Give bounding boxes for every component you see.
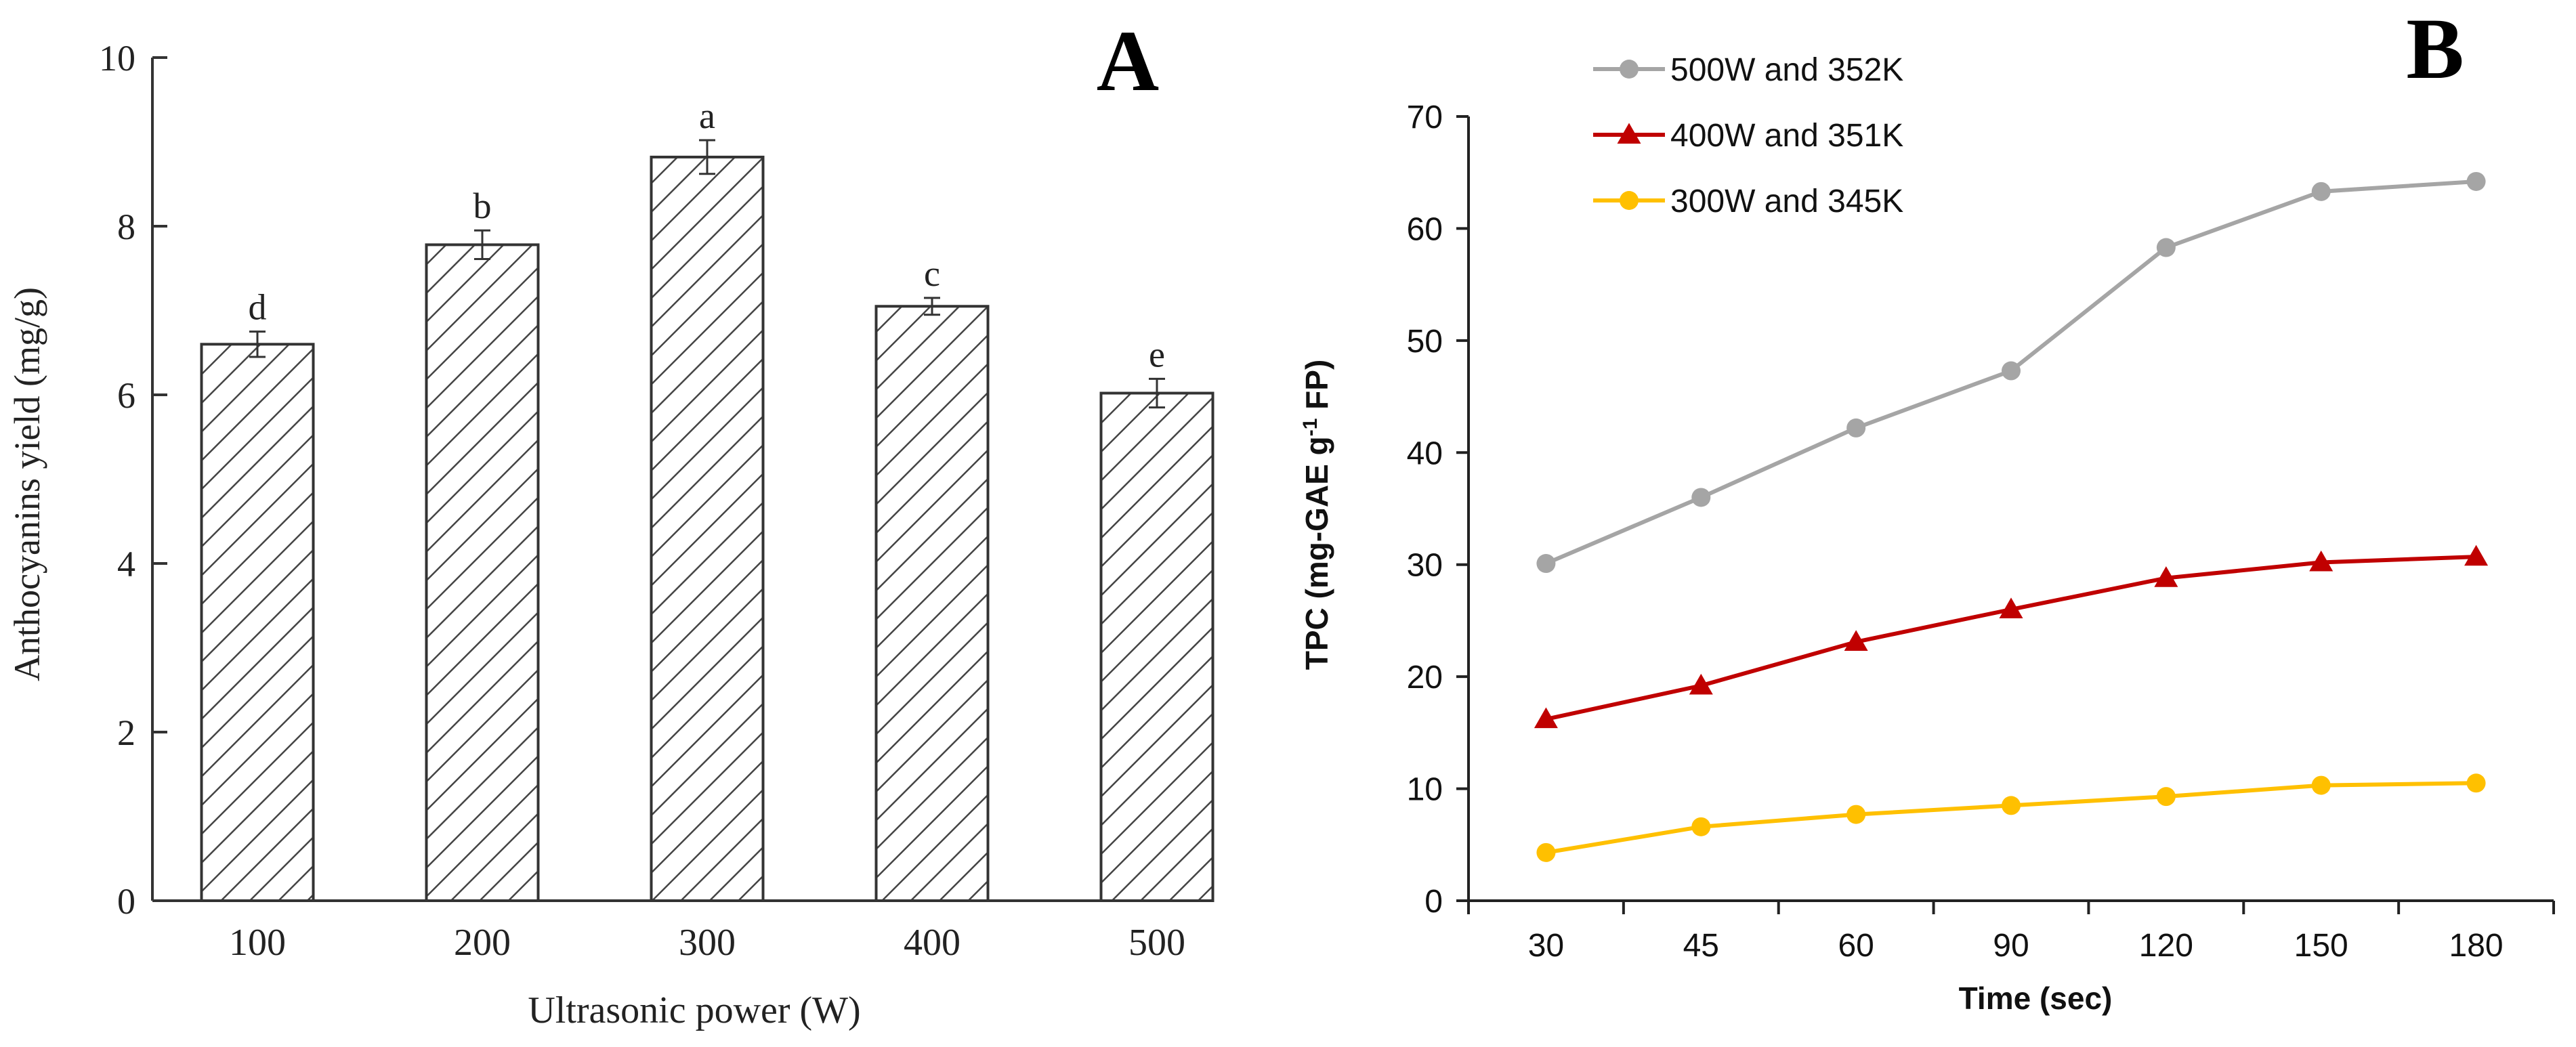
panel-b-data-point (1620, 60, 1639, 79)
panel-a-y-tick-label: 8 (117, 207, 135, 247)
panel-a-x-tick-label: 100 (229, 922, 286, 964)
panel-b-x-tick-label: 150 (2294, 928, 2348, 964)
panel-a-bar (650, 155, 765, 902)
panel-a-bars: d b a c e (200, 95, 1215, 902)
panel-b-series-line (1545, 555, 2476, 721)
panel-b-y-tick-label: 40 (1407, 435, 1443, 471)
panel-b-series (1534, 171, 2489, 862)
panel-a-y-tick-label: 4 (117, 544, 135, 584)
panel-b-x-tick-label: 120 (2139, 928, 2193, 964)
panel-a-letter: A (1097, 13, 1159, 109)
panel-b-x-tick-label: 180 (2449, 928, 2504, 964)
panel-b-data-point (1689, 673, 1713, 695)
panel-b-y-tick-label: 0 (1424, 884, 1443, 920)
panel-b-data-point (1534, 707, 1558, 729)
panel-b-axes: 0 10 20 30 40 50 60 70 30 45 60 90 120 150 180 (1407, 100, 2555, 964)
panel-b-y-tick-label: 50 (1407, 324, 1443, 360)
panel-b-data-point (2466, 171, 2486, 191)
panel-b-data-point (1617, 123, 1641, 144)
panel-b-data-point (2156, 787, 2176, 807)
panel-b-legend-label: 300W and 345K (1670, 184, 1903, 219)
panel-a-bar (874, 305, 990, 902)
panel-a-significance-letter: e (1149, 334, 1165, 375)
panel-a-y-tick-label: 0 (117, 881, 135, 922)
panel-a-significance-letter: a (699, 95, 715, 136)
panel-a-x-tick-label: 500 (1128, 922, 1185, 964)
panel-b-data-point (2309, 550, 2334, 572)
panel-b-series-line (1545, 781, 2476, 855)
panel-b-letter: B (2406, 1, 2464, 97)
panel-b-data-point (2154, 566, 2178, 587)
panel-b-legend-label: 400W and 351K (1670, 118, 1903, 154)
panel-b-data-point (1536, 842, 1556, 862)
panel-b-legend-label: 500W and 352K (1670, 52, 1903, 88)
panel-b-data-point (1691, 817, 1711, 836)
panel-a-y-tick-label: 6 (117, 375, 135, 416)
panel-a-significance-letter: b (473, 186, 492, 226)
panel-b-data-point (2002, 796, 2021, 815)
panel-b-line-chart: 0 10 20 30 40 50 60 70 30 45 60 90 120 150 180 500W an… (1299, 1, 2555, 1016)
panel-b-data-point (2156, 238, 2176, 257)
panel-b-data-point (2311, 181, 2331, 201)
panel-a-x-tick-label: 400 (904, 922, 960, 964)
panel-a-bar (425, 243, 540, 902)
panel-b-data-point (2311, 775, 2331, 795)
panel-a-y-tick-label: 10 (99, 38, 135, 79)
panel-b-x-tick-label: 60 (1838, 928, 1874, 964)
panel-a-y-axis-label: Anthocyanins yield (mg/g) (7, 287, 47, 681)
panel-b-y-tick-label: 70 (1407, 100, 1443, 135)
panel-b-data-point (1846, 805, 1866, 824)
panel-b-data-point (1846, 418, 1866, 437)
panel-b-series-1 (1534, 544, 2489, 729)
panel-b-x-tick-label: 45 (1683, 928, 1719, 964)
panel-b-data-point (1691, 488, 1711, 507)
panel-b-data-point (1844, 630, 1868, 651)
panel-b-y-axis-label: TPC (mg-GAE g-1 FP) (1299, 360, 1335, 670)
panel-b-y-tick-label: 30 (1407, 548, 1443, 584)
panel-a-bar (1099, 391, 1215, 902)
panel-b-x-tick-label: 30 (1528, 928, 1564, 964)
panel-a-x-axis-label: Ultrasonic power (W) (528, 989, 860, 1031)
panel-b-y-tick-label: 60 (1407, 211, 1443, 247)
panel-a-y-tick-label: 2 (117, 712, 135, 753)
panel-a-significance-letter: c (924, 253, 940, 294)
panel-b-x-axis-label: Time (sec) (1959, 981, 2113, 1016)
panel-b-y-tick-label: 20 (1407, 660, 1443, 696)
panel-a-bar (200, 343, 315, 902)
panel-b-x-tick-label: 90 (1993, 928, 2029, 964)
panel-b-y-tick-label: 10 (1407, 772, 1443, 808)
panel-a-x-tick-label: 300 (679, 922, 736, 964)
panel-b-data-point (2464, 544, 2489, 566)
panel-b-data-point (2002, 361, 2021, 381)
panel-b-data-point (1620, 191, 1639, 210)
panel-b-series-2 (1536, 773, 2486, 862)
panel-a-bar-chart: 0 2 4 6 8 10 100 200 300 400 500 d b a c e Anthocyanin… (7, 13, 1215, 1031)
panel-b-series-0 (1536, 171, 2486, 574)
panel-b-data-point (1999, 597, 2023, 619)
panel-b-data-point (2466, 773, 2486, 793)
panel-a-axes: 0 2 4 6 8 10 100 200 300 400 500 (99, 38, 1192, 964)
panel-b-data-point (1536, 554, 1556, 574)
panel-a-x-tick-label: 200 (454, 922, 511, 964)
panel-b-legend: 500W and 352K 400W and 351K 300W and 345K (1593, 52, 1903, 219)
panel-a-significance-letter: d (249, 287, 267, 328)
